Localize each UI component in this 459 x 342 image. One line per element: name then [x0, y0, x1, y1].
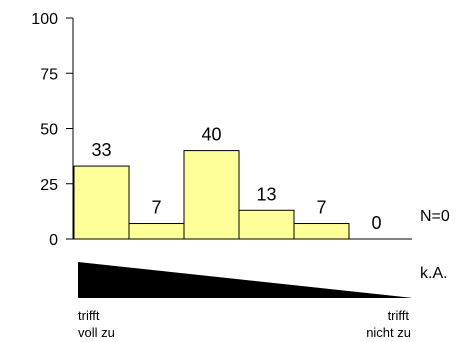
bar	[183, 150, 240, 240]
y-tick-label: 100	[31, 11, 58, 28]
scale-right-label-line1: trifft	[388, 308, 410, 323]
y-axis-ticks: 0 25 50 75 100	[31, 11, 73, 249]
n-label: N=0	[420, 208, 450, 225]
na-label: k.A.	[420, 265, 448, 282]
y-tick-label: 50	[40, 122, 58, 139]
scale-left-label-line2: voll zu	[78, 325, 115, 340]
scale-wedge	[78, 262, 413, 298]
y-tick-label: 0	[49, 232, 58, 249]
bar	[128, 223, 185, 240]
bar-value-label: 0	[371, 213, 381, 233]
bar	[73, 165, 130, 240]
scale-left-label-line1: trifft	[78, 308, 100, 323]
bar-value-label: 40	[201, 125, 221, 145]
bar-value-label: 7	[151, 198, 161, 218]
bar-value-label: 33	[91, 140, 111, 160]
bar	[293, 223, 350, 240]
bar	[238, 209, 295, 240]
y-tick-label: 25	[40, 177, 58, 194]
y-tick-label: 75	[40, 66, 58, 83]
bars: 33 7 40 13 7 0	[73, 125, 382, 240]
scale-right-label-line2: nicht zu	[366, 325, 411, 340]
bar-value-label: 13	[256, 184, 276, 204]
bar-value-label: 7	[316, 198, 326, 218]
